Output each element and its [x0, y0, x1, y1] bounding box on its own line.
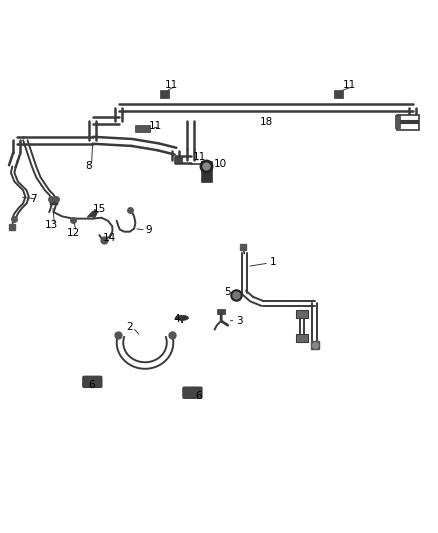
Text: 6: 6 — [88, 381, 95, 390]
Bar — [217, 309, 225, 314]
Bar — [297, 334, 308, 342]
Bar — [135, 125, 150, 132]
Text: 11: 11 — [165, 80, 178, 90]
Text: 15: 15 — [93, 204, 106, 214]
Text: 2: 2 — [127, 321, 133, 332]
Bar — [395, 115, 400, 128]
Text: 4: 4 — [173, 314, 180, 324]
Bar — [201, 161, 212, 182]
Ellipse shape — [176, 315, 188, 320]
Text: 6: 6 — [195, 391, 201, 401]
Text: 18: 18 — [260, 117, 273, 127]
Text: 12: 12 — [67, 228, 80, 238]
FancyArrow shape — [88, 211, 97, 217]
Text: 5: 5 — [224, 287, 231, 297]
Bar — [160, 90, 170, 98]
Text: 1: 1 — [270, 257, 277, 267]
Bar — [174, 157, 182, 163]
FancyBboxPatch shape — [396, 116, 419, 130]
Text: 11: 11 — [149, 122, 162, 131]
Text: 3: 3 — [237, 316, 243, 326]
Text: 11: 11 — [343, 80, 356, 90]
Bar — [297, 310, 308, 318]
Text: 10: 10 — [214, 159, 227, 169]
Text: 8: 8 — [85, 161, 92, 172]
Text: 14: 14 — [102, 233, 116, 243]
Text: 7: 7 — [30, 194, 36, 204]
FancyBboxPatch shape — [183, 387, 202, 398]
Text: 11: 11 — [193, 152, 206, 162]
Text: 9: 9 — [145, 224, 152, 235]
FancyBboxPatch shape — [83, 376, 102, 387]
Text: 13: 13 — [45, 220, 58, 230]
Bar — [334, 90, 343, 98]
